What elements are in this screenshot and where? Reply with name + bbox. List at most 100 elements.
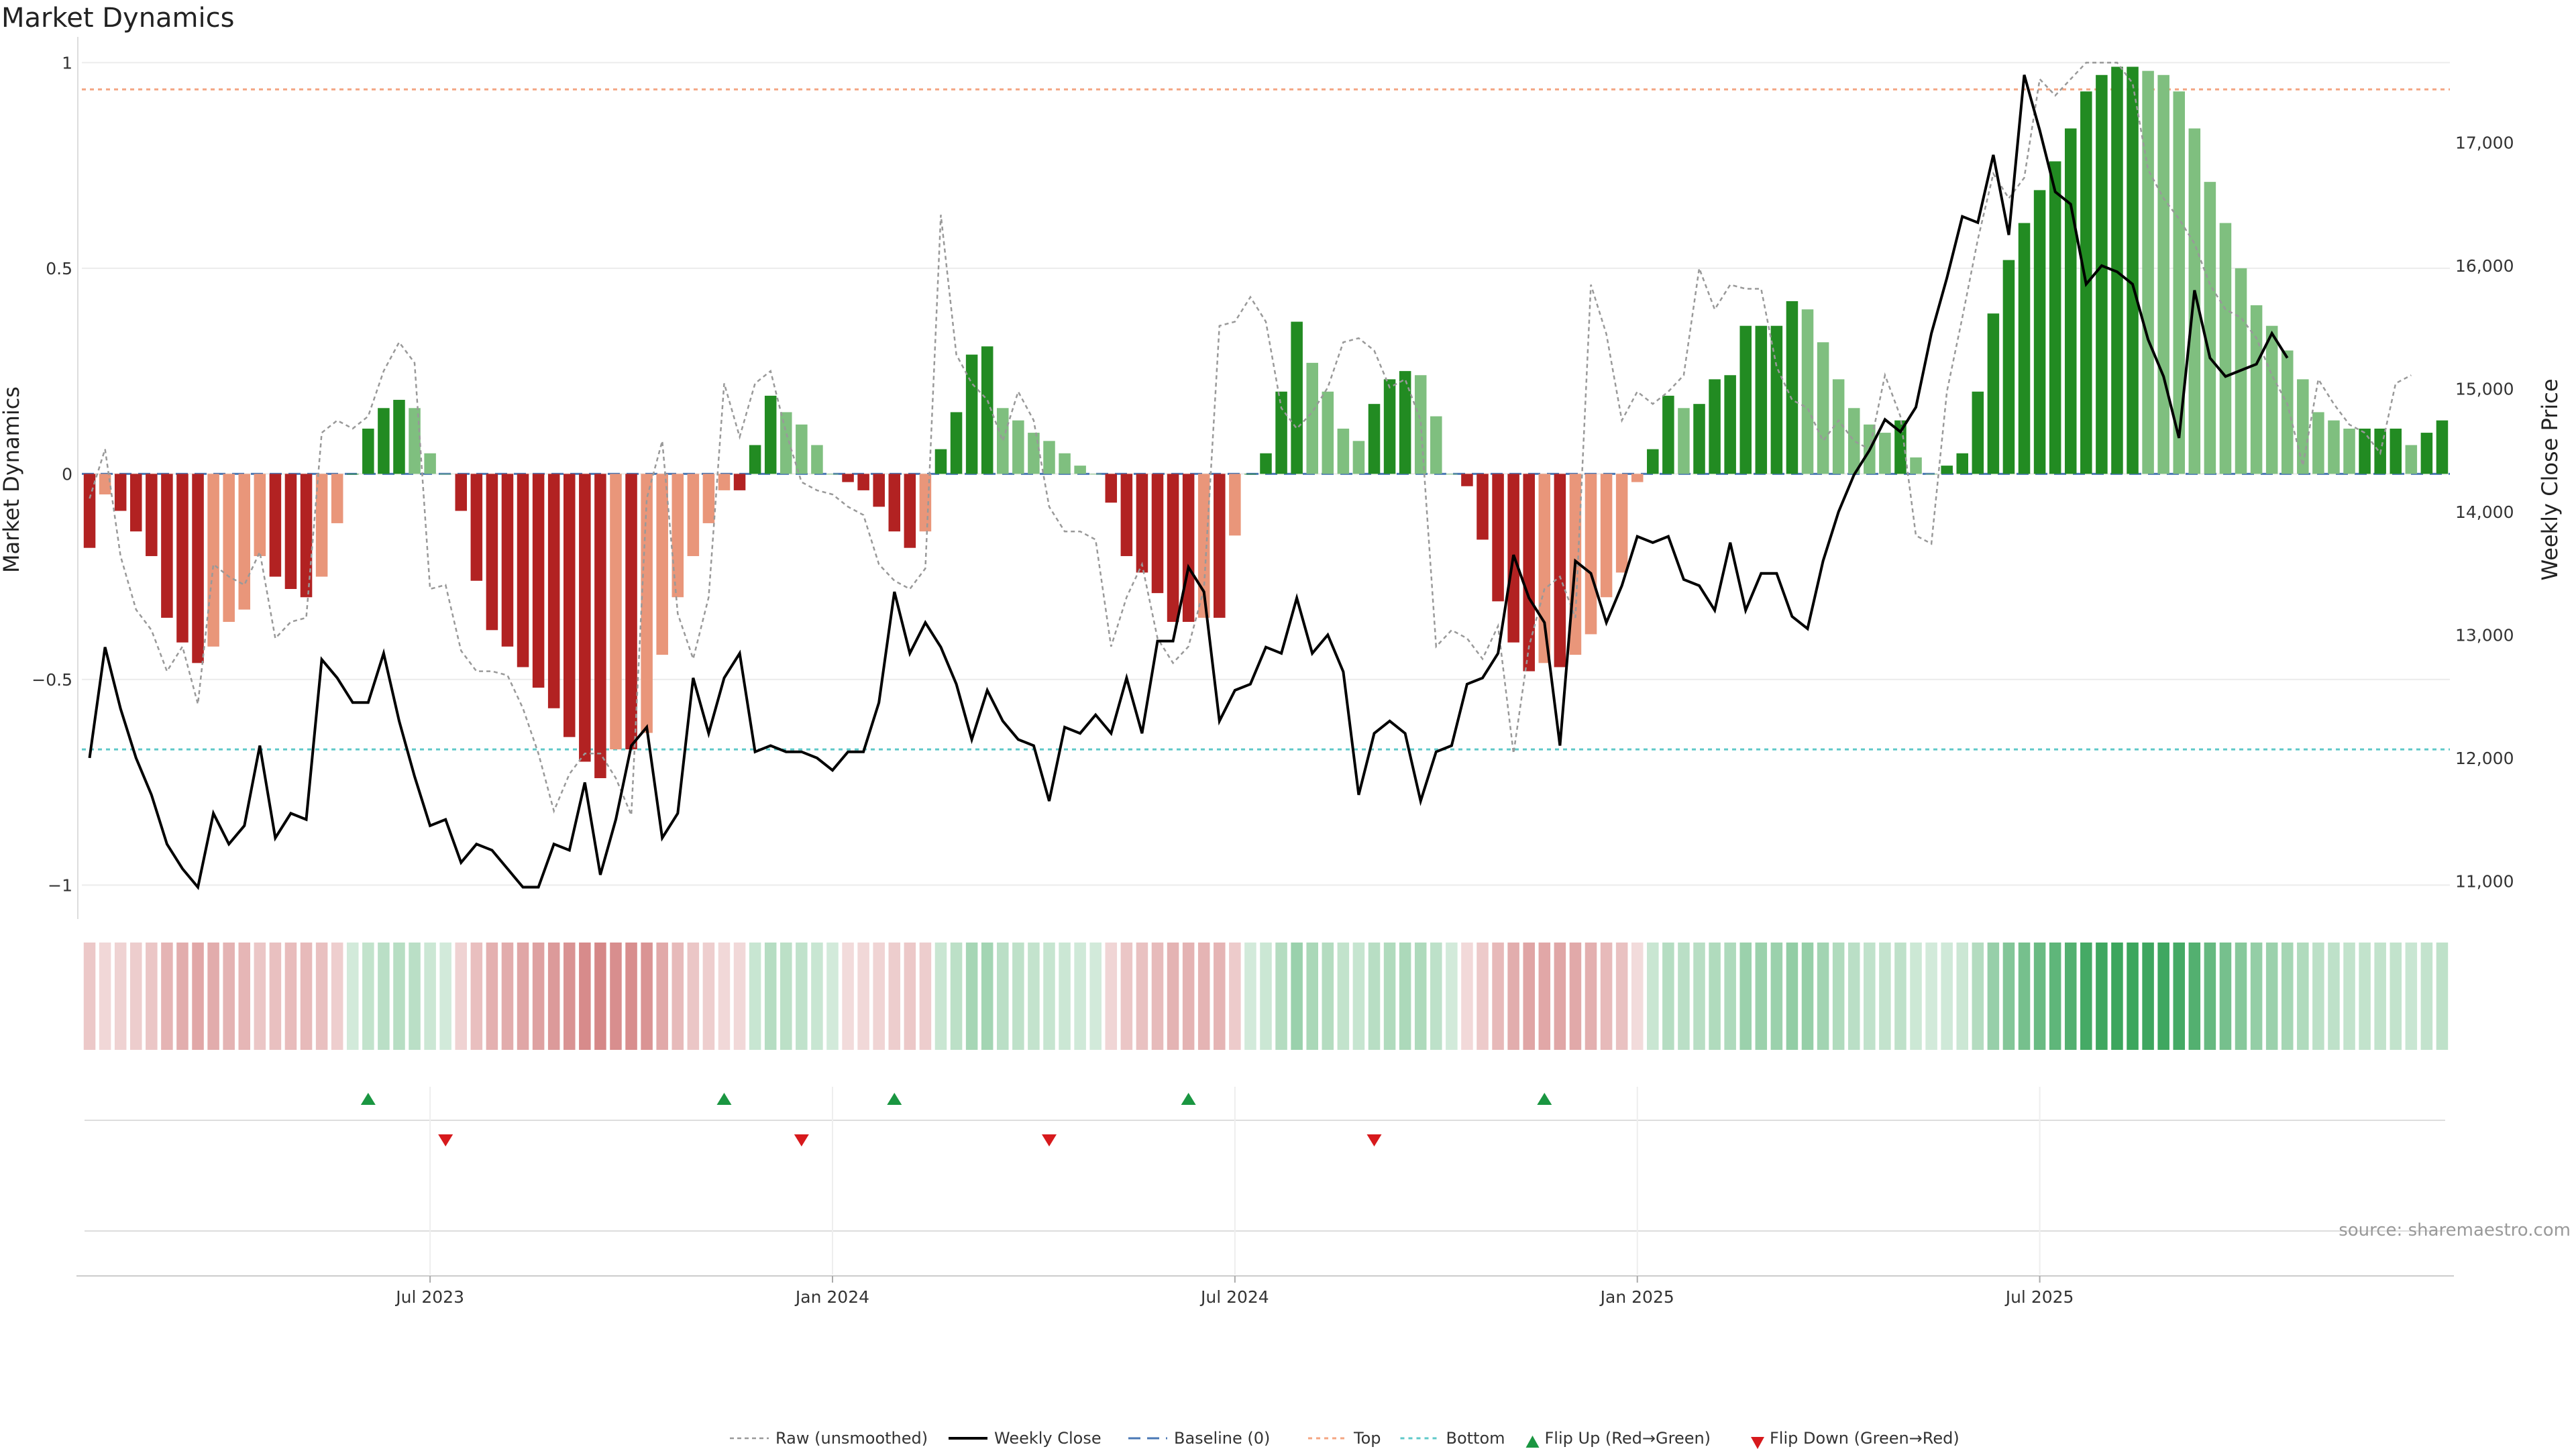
bar (1383, 379, 1396, 474)
bar (1167, 474, 1179, 623)
bar (965, 354, 978, 474)
bar (1105, 474, 1118, 503)
strip-cell (2374, 943, 2386, 1050)
strip-cell (1306, 943, 1318, 1050)
strip-cell (1492, 943, 1504, 1050)
bar (1306, 362, 1318, 474)
strip-cell (2204, 943, 2216, 1050)
bar (904, 474, 916, 548)
strip-cell (594, 943, 606, 1050)
strip-cell (238, 943, 251, 1050)
bar (2436, 420, 2449, 474)
bar (1074, 466, 1086, 474)
strip-cell (1615, 943, 1628, 1050)
strip-cell (1446, 943, 1458, 1050)
strip-cell (254, 943, 266, 1050)
strip-cell (625, 943, 637, 1050)
strip-cell (2142, 943, 2154, 1050)
bar (161, 474, 173, 618)
strip-cell (1167, 943, 1179, 1050)
bar (1399, 371, 1411, 474)
strip-cell (1229, 943, 1241, 1050)
strip-cell (1368, 943, 1381, 1050)
strip-cell (192, 943, 204, 1050)
strip-cell (749, 943, 761, 1050)
strip-cell (1120, 943, 1133, 1050)
bar (934, 449, 947, 474)
strip-cell (1910, 943, 1922, 1050)
strip-cell (2405, 943, 2418, 1050)
strip-cell (2343, 943, 2355, 1050)
bar (2328, 420, 2340, 474)
strip-cell (1151, 943, 1164, 1050)
bar (2312, 412, 2324, 474)
strip-cell (873, 943, 885, 1050)
bar (146, 474, 158, 556)
bar (1214, 474, 1226, 618)
bar (1554, 474, 1566, 667)
strip-cell (780, 943, 792, 1050)
strip-cell (888, 943, 901, 1050)
bar (1817, 342, 1829, 474)
right-axis-title: Weekly Close Price (2537, 378, 2563, 580)
strip-cell (1724, 943, 1736, 1050)
strip-cell (1972, 943, 1984, 1050)
bar (1972, 391, 1984, 474)
right-tick-label: 14,000 (2455, 502, 2514, 522)
strip-cell (1260, 943, 1272, 1050)
strip-cell (1770, 943, 1783, 1050)
bar (547, 474, 560, 708)
bar (455, 474, 468, 511)
bar (796, 424, 808, 474)
strip-cell (796, 943, 808, 1050)
strip-cell (1941, 943, 1953, 1050)
bar (378, 408, 390, 474)
bar (1523, 474, 1535, 672)
bar (254, 474, 266, 556)
bar (2018, 223, 2031, 474)
strip-cell (1956, 943, 1969, 1050)
strip-cell (1847, 943, 1860, 1050)
strip-cell (2049, 943, 2061, 1050)
bar (315, 474, 328, 577)
strip-cell (486, 943, 498, 1050)
bar (1739, 325, 1752, 474)
legend-item-bottom: Bottom (1400, 1429, 1505, 1448)
bar (811, 445, 823, 474)
bar (672, 474, 684, 598)
strip-cell (439, 943, 451, 1050)
strip-cell (641, 943, 653, 1050)
strip-cell (2328, 943, 2340, 1050)
x-tick-label: Jan 2025 (1599, 1287, 1674, 1307)
bar (1941, 466, 1953, 474)
strip-cell (2002, 943, 2015, 1050)
bar (2219, 223, 2232, 474)
bar (2265, 325, 2278, 474)
strip-cell (1647, 943, 1659, 1050)
strip-cell (1755, 943, 1768, 1050)
legend-label-raw: Raw (unsmoothed) (775, 1429, 928, 1448)
flip-up-marker (360, 1093, 376, 1105)
strip-cell (904, 943, 916, 1050)
strip-cell (1864, 943, 1876, 1050)
legend-label-top: Top (1353, 1429, 1381, 1448)
bar (1894, 420, 1907, 474)
bar (517, 474, 529, 667)
strip-cell (129, 943, 142, 1050)
strip-cell (1105, 943, 1118, 1050)
bar (362, 428, 374, 474)
flip-up-marker (1181, 1093, 1196, 1105)
bar (1151, 474, 1164, 594)
bar (1693, 404, 1705, 474)
bar (2297, 379, 2309, 474)
strip-cell (2297, 943, 2309, 1050)
bar (2420, 433, 2433, 474)
legend-label-baseline: Baseline (0) (1174, 1429, 1270, 1448)
legend-label-flip_up: Flip Up (Red→Green) (1545, 1429, 1711, 1448)
strip-cell (114, 943, 127, 1050)
bar (223, 474, 235, 623)
bar (2096, 74, 2108, 474)
bar (2157, 74, 2169, 474)
strip-cell (2235, 943, 2247, 1050)
strip-cell (269, 943, 282, 1050)
